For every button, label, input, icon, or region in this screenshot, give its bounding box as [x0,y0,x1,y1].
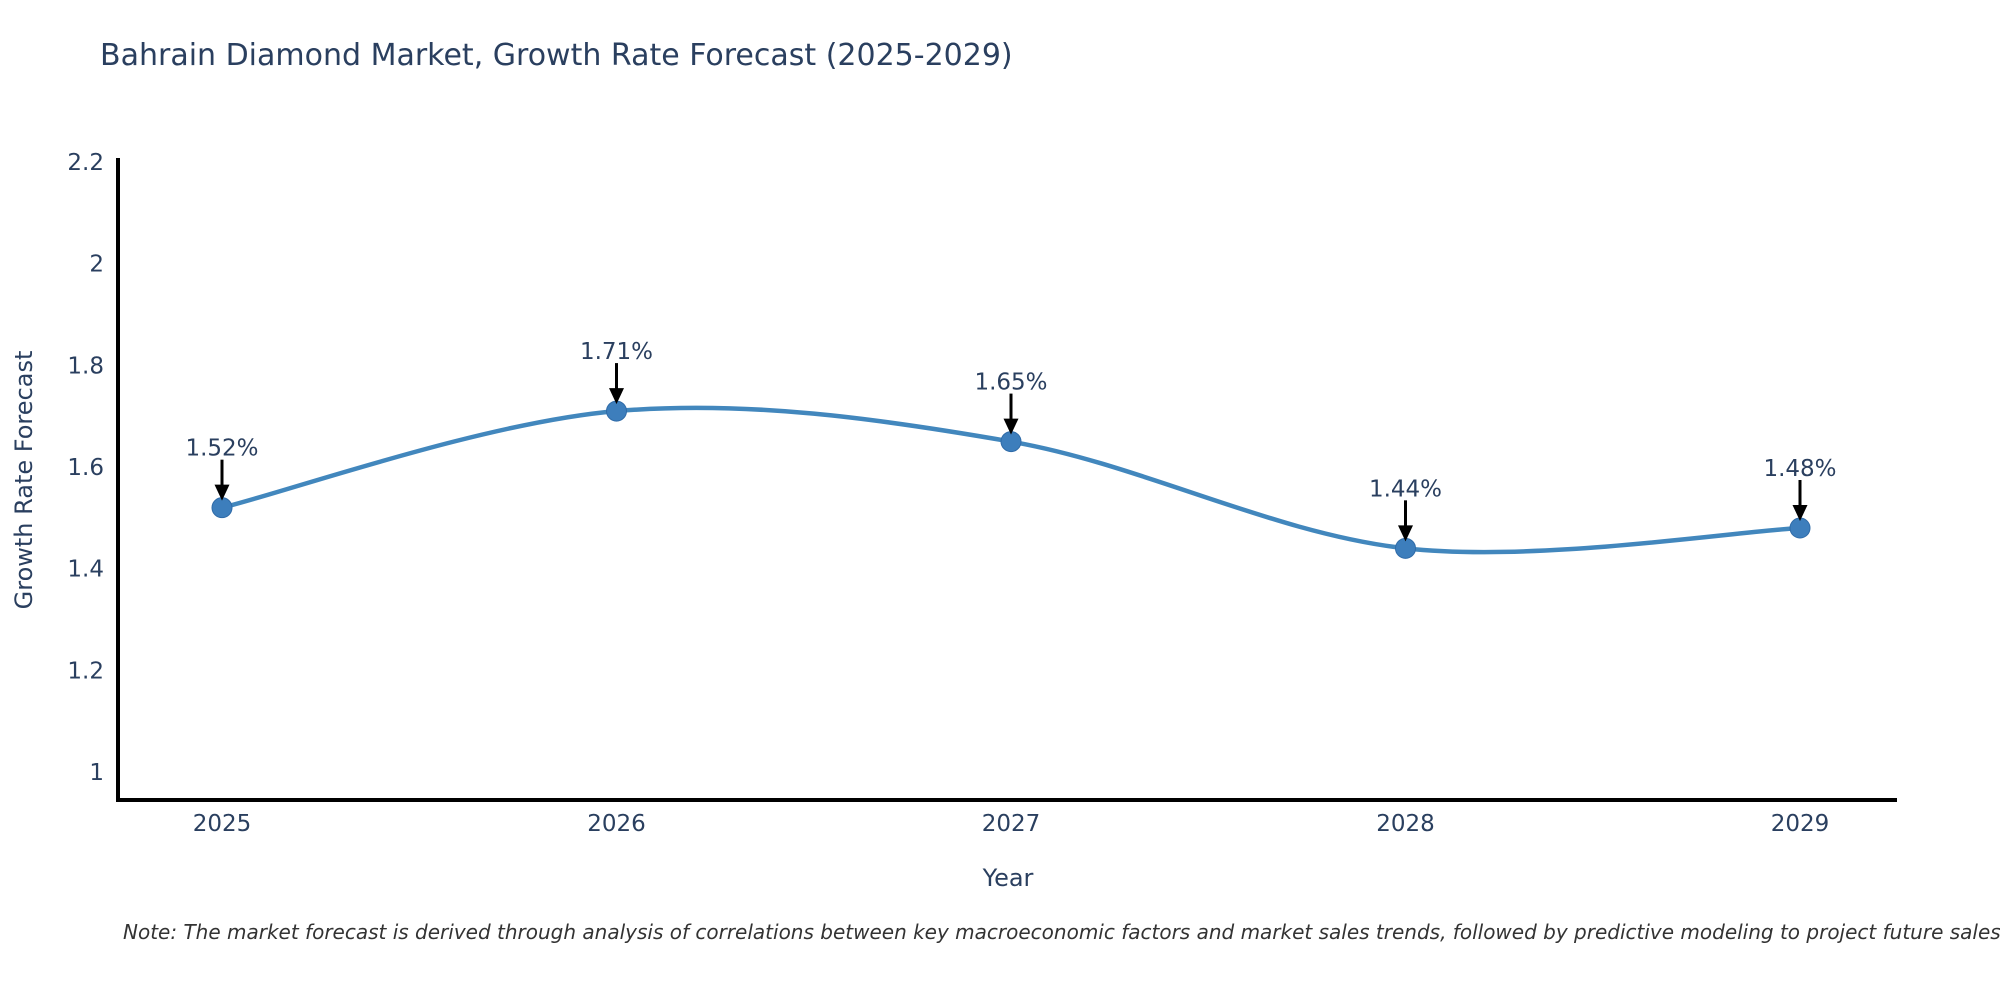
y-tick-label: 2 [89,252,104,278]
x-axis-title: Year [982,864,1034,892]
annotation-arrowhead [214,484,230,501]
y-tick-label: 2.2 [67,150,104,176]
x-tick-label: 2029 [1771,811,1830,837]
x-tick-label: 2026 [587,811,646,837]
point-value-label: 1.71% [580,339,653,365]
point-value-label: 1.44% [1369,476,1442,502]
y-tick-label: 1 [89,760,104,786]
annotation-arrowhead [1398,525,1413,542]
x-tick-label: 2028 [1376,811,1435,837]
y-tick-label: 1.4 [67,557,104,583]
annotation-arrowhead [1792,505,1808,522]
y-axis-title: Growth Rate Forecast [10,351,38,610]
annotation-arrowhead [609,388,624,405]
x-tick-label: 2027 [982,811,1041,837]
point-value-label: 1.52% [185,436,258,462]
y-tick-label: 1.8 [67,353,104,379]
y-tick-label: 1.2 [67,658,104,684]
x-tick-label: 2025 [193,811,252,837]
note-text: Note: The market forecast is derived thr… [123,920,2000,944]
annotation-arrowhead [1003,418,1019,435]
chart-title: Bahrain Diamond Market, Growth Rate Fore… [100,38,1013,73]
y-tick-label: 1.6 [67,455,104,481]
point-value-label: 1.65% [974,370,1047,396]
point-value-label: 1.48% [1763,456,1836,482]
